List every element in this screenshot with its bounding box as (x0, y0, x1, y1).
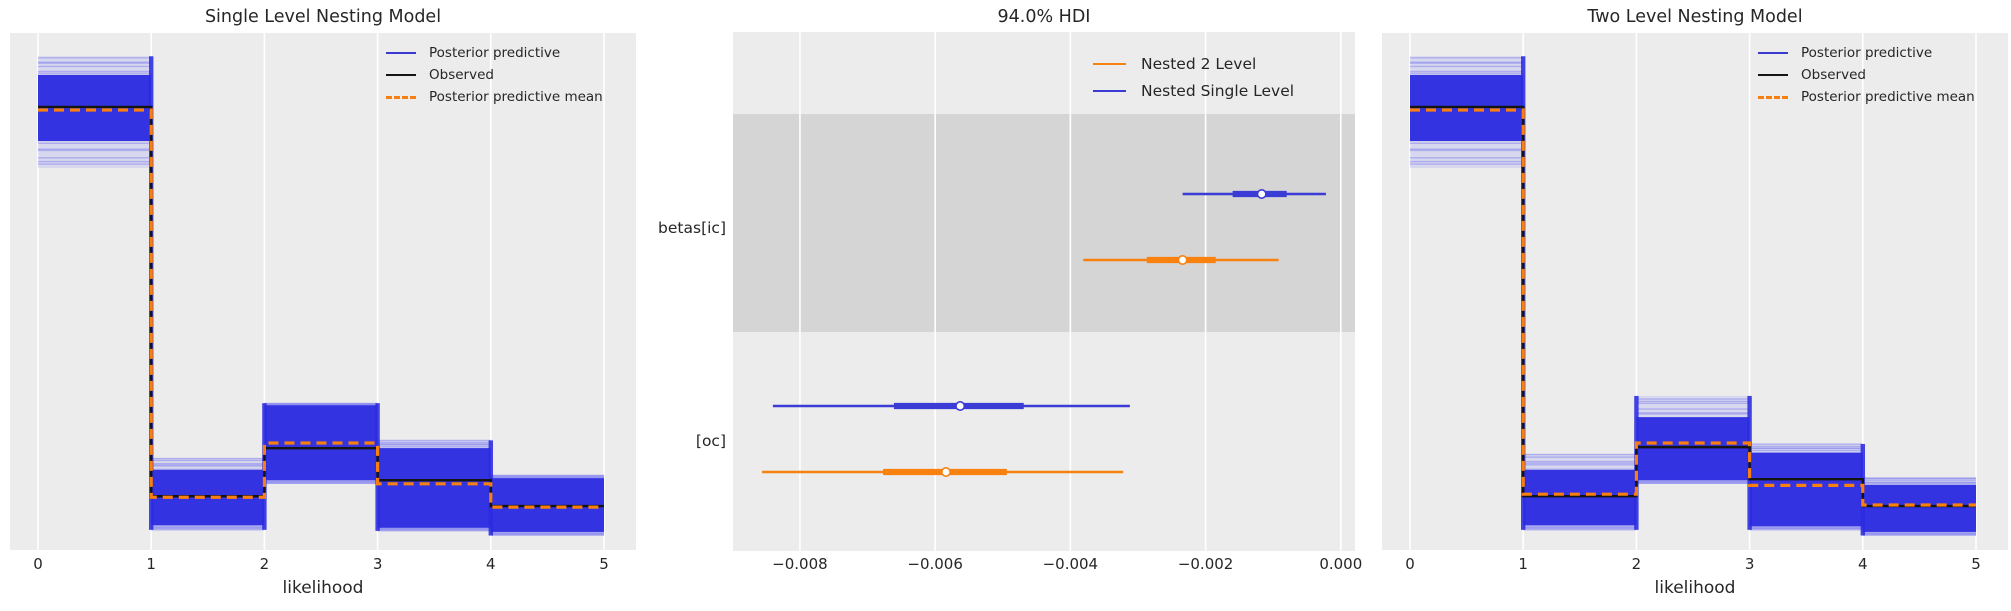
right-chart-title: Two Level Nesting Model (1587, 7, 1803, 27)
legend-label: Posterior predictive (429, 45, 561, 61)
posterior-predictive-line-swatch (1758, 52, 1788, 54)
x-tick-label: 5 (599, 555, 609, 573)
legend-label: Nested 2 Level (1141, 54, 1257, 73)
x-tick-label: −0.008 (772, 555, 828, 573)
posterior-predictive-mean-line-swatch (386, 95, 416, 99)
y-tick-label-betas-ic: betas[ic] (658, 219, 726, 237)
nested-2-level-line-swatch (1093, 62, 1126, 65)
legend-item: Posterior predictive (1758, 42, 1975, 64)
left-x-axis-label: likelihood (282, 578, 364, 598)
x-tick-label: −0.002 (1177, 555, 1234, 573)
legend-item: Posterior predictive (386, 42, 603, 64)
ppc-chart-svg (37, 33, 605, 550)
observed-line-swatch (1758, 74, 1788, 76)
forest-plot-hdi: Nested 2 Level Nested Single Level (733, 32, 1355, 551)
x-tick-label: −0.004 (1042, 555, 1099, 573)
x-tick-label: 4 (486, 555, 496, 573)
ppc-plot-two-level: Posterior predictive Observed Posterior … (1382, 33, 2008, 550)
ppc-plot-single-level: Posterior predictive Observed Posterior … (10, 33, 636, 550)
ppc-legend: Posterior predictive Observed Posterior … (1758, 42, 1975, 108)
ppc-legend: Posterior predictive Observed Posterior … (386, 42, 603, 108)
left-chart-title: Single Level Nesting Model (204, 7, 442, 27)
x-tick-label: 4 (1858, 555, 1868, 573)
legend-label: Posterior predictive (1801, 45, 1933, 61)
legend-item: Observed (1758, 64, 1975, 86)
legend-label: Posterior predictive mean (1801, 89, 1975, 105)
x-tick-label: 0 (1405, 555, 1415, 573)
middle-chart-title: 94.0% HDI (997, 7, 1091, 27)
x-tick-label: 2 (1631, 555, 1642, 573)
nested-single-level-line-swatch (1093, 89, 1126, 92)
x-tick-label: 2 (259, 555, 270, 573)
x-tick-label: 3 (1744, 555, 1755, 573)
legend-item: Observed (386, 64, 603, 86)
legend-item: Posterior predictive mean (1758, 86, 1975, 108)
forest-legend: Nested 2 Level Nested Single Level (1093, 50, 1294, 104)
legend-label: Posterior predictive mean (429, 89, 603, 105)
posterior-predictive-mean-line-swatch (1758, 95, 1788, 99)
legend-label: Observed (1801, 67, 1866, 83)
legend-item: Nested Single Level (1093, 77, 1294, 104)
legend-item: Posterior predictive mean (386, 86, 603, 108)
forest-chart-svg (733, 32, 1355, 551)
ppc-chart-svg (1409, 33, 1977, 550)
x-tick-label: 0 (33, 555, 43, 573)
x-tick-label: 1 (146, 555, 156, 573)
x-tick-label: −0.006 (907, 555, 963, 573)
x-tick-label: 1 (1518, 555, 1528, 573)
observed-line-swatch (386, 74, 416, 76)
x-tick-label: 5 (1971, 555, 1981, 573)
legend-label: Nested Single Level (1141, 81, 1295, 100)
legend-item: Nested 2 Level (1093, 50, 1294, 77)
x-tick-label: 0.000 (1319, 555, 1363, 573)
y-tick-label-oc: [oc] (695, 432, 726, 450)
x-tick-label: 3 (372, 555, 383, 573)
right-x-axis-label: likelihood (1654, 578, 1736, 598)
posterior-predictive-line-swatch (386, 52, 416, 54)
legend-label: Observed (429, 67, 494, 83)
